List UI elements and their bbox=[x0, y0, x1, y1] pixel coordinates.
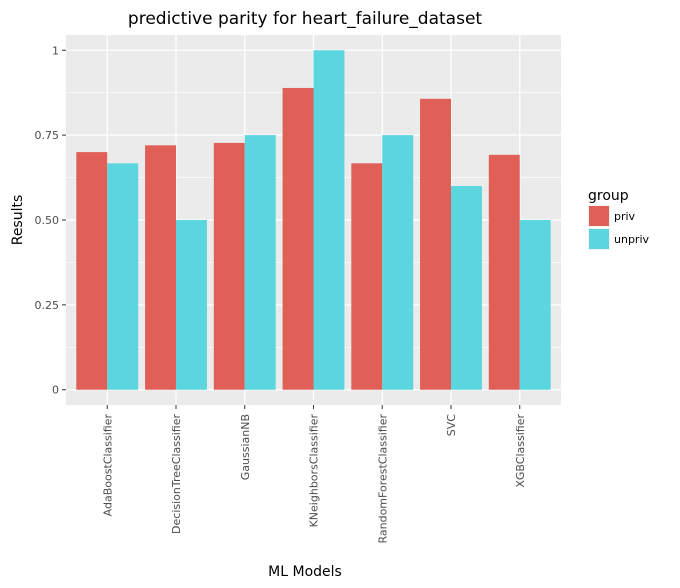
bar-unpriv-SVC bbox=[451, 186, 482, 390]
x-axis-title: ML Models bbox=[268, 564, 342, 580]
y-axis-title: Results bbox=[10, 195, 26, 246]
bar-priv-SVC bbox=[420, 98, 451, 390]
y-axis: 0 0.25 0.50 0.75 1 bbox=[35, 44, 66, 397]
bar-priv-AdaBoostClassifier bbox=[76, 152, 108, 390]
bars bbox=[76, 50, 551, 390]
x-tick-label: AdaBoostClassifier bbox=[101, 414, 114, 517]
bar-unpriv-GaussianNB bbox=[244, 135, 276, 390]
bar-unpriv-DecisionTreeClassifier bbox=[176, 220, 207, 390]
y-tick-label: 0.25 bbox=[35, 299, 60, 312]
x-tick-label: RandomForestClassifier bbox=[376, 414, 389, 544]
x-axis: AdaBoostClassifier DecisionTreeClassifier… bbox=[101, 405, 527, 544]
bar-priv-RandomForestClassifier bbox=[351, 163, 383, 390]
bar-unpriv-XGBClassifier bbox=[519, 220, 551, 390]
legend-label-unpriv: unpriv bbox=[614, 233, 650, 246]
bar-unpriv-RandomForestClassifier bbox=[382, 135, 414, 390]
bar-unpriv-KNeighborsClassifier bbox=[313, 50, 345, 390]
bar-priv-GaussianNB bbox=[213, 142, 245, 390]
bar-priv-KNeighborsClassifier bbox=[282, 87, 314, 390]
x-tick-label: GaussianNB bbox=[239, 414, 252, 480]
y-tick-label: 0.50 bbox=[35, 214, 60, 227]
legend-key-unpriv bbox=[589, 229, 609, 249]
bar-priv-XGBClassifier bbox=[488, 154, 520, 390]
x-tick-label: DecisionTreeClassifier bbox=[170, 414, 183, 534]
legend-key-priv bbox=[589, 206, 609, 226]
legend: group priv unpriv bbox=[588, 188, 650, 250]
legend-label-priv: priv bbox=[614, 210, 636, 223]
chart-title: predictive parity for heart_failure_data… bbox=[128, 9, 482, 29]
y-tick-label: 0 bbox=[52, 384, 59, 397]
y-tick-label: 1 bbox=[52, 44, 59, 57]
bar-unpriv-AdaBoostClassifier bbox=[107, 163, 139, 390]
x-tick-label: XGBClassifier bbox=[514, 414, 527, 488]
x-tick-label: SVC bbox=[445, 414, 458, 437]
bar-priv-DecisionTreeClassifier bbox=[145, 145, 176, 390]
y-tick-label: 0.75 bbox=[35, 129, 60, 142]
x-tick-label: KNeighborsClassifier bbox=[308, 414, 321, 528]
legend-title: group bbox=[588, 188, 629, 204]
